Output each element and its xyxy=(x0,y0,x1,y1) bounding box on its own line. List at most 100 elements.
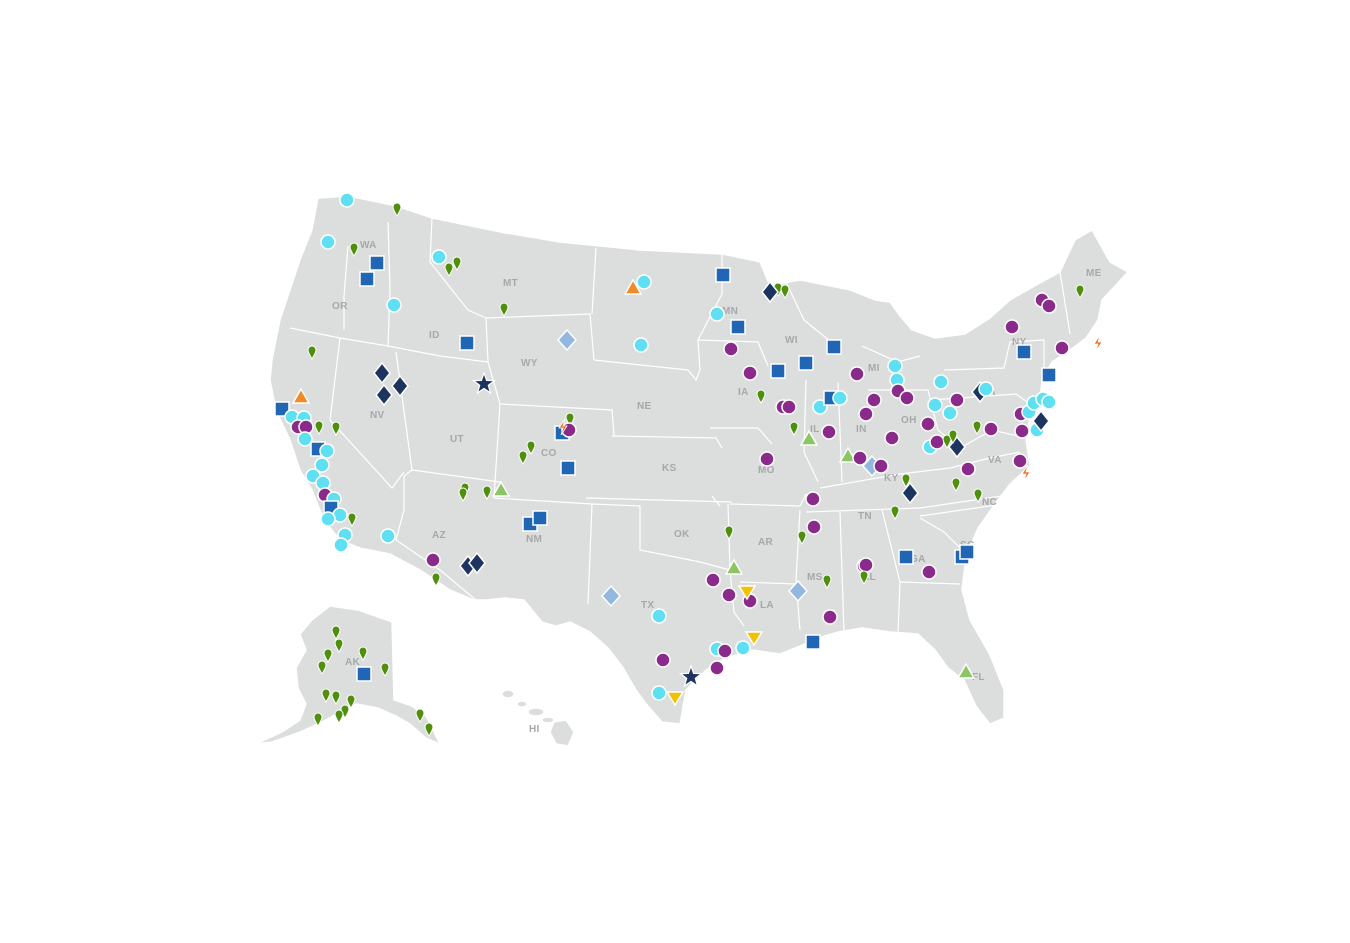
green-pin-marker[interactable] xyxy=(347,512,357,527)
green-pin-marker[interactable] xyxy=(789,421,799,436)
purple-circle-marker[interactable] xyxy=(822,609,838,625)
green-pin-marker[interactable] xyxy=(331,690,341,705)
green-pin-marker[interactable] xyxy=(526,440,536,455)
purple-circle-marker[interactable] xyxy=(849,366,865,382)
cyan-circle-marker[interactable] xyxy=(314,457,330,473)
purple-circle-marker[interactable] xyxy=(781,399,797,415)
cyan-circle-marker[interactable] xyxy=(320,234,336,250)
purple-circle-marker[interactable] xyxy=(884,430,900,446)
cyan-circle-marker[interactable] xyxy=(636,274,652,290)
cyan-circle-marker[interactable] xyxy=(339,192,355,208)
purple-circle-marker[interactable] xyxy=(873,458,889,474)
blue-square-marker[interactable] xyxy=(560,460,576,476)
blue-square-marker[interactable] xyxy=(826,339,842,355)
purple-circle-marker[interactable] xyxy=(805,491,821,507)
blue-square-marker[interactable] xyxy=(798,355,814,371)
green-pin-marker[interactable] xyxy=(331,421,341,436)
cyan-circle-marker[interactable] xyxy=(320,511,336,527)
green-pin-marker[interactable] xyxy=(499,302,509,317)
green-pin-marker[interactable] xyxy=(973,488,983,503)
blue-square-marker[interactable] xyxy=(369,255,385,271)
light-green-triangle-marker[interactable] xyxy=(799,429,819,446)
green-pin-marker[interactable] xyxy=(380,662,390,677)
purple-circle-marker[interactable] xyxy=(960,461,976,477)
cyan-circle-marker[interactable] xyxy=(978,381,994,397)
blue-square-marker[interactable] xyxy=(898,549,914,565)
green-pin-marker[interactable] xyxy=(901,473,911,488)
green-pin-marker[interactable] xyxy=(482,485,492,500)
blue-square-marker[interactable] xyxy=(805,634,821,650)
light-blue-diamond-marker[interactable] xyxy=(600,584,622,608)
green-pin-marker[interactable] xyxy=(1075,284,1085,299)
purple-circle-marker[interactable] xyxy=(852,450,868,466)
green-pin-marker[interactable] xyxy=(822,574,832,589)
purple-circle-marker[interactable] xyxy=(705,572,721,588)
green-pin-marker[interactable] xyxy=(415,708,425,723)
navy-diamond-marker[interactable] xyxy=(468,551,486,575)
light-green-triangle-marker[interactable] xyxy=(491,480,511,497)
green-pin-marker[interactable] xyxy=(331,625,341,640)
blue-square-marker[interactable] xyxy=(730,319,746,335)
cyan-circle-marker[interactable] xyxy=(927,397,943,413)
green-pin-marker[interactable] xyxy=(452,256,462,271)
blue-square-marker[interactable] xyxy=(1041,367,1057,383)
yellow-triangle-marker[interactable] xyxy=(737,585,757,601)
green-pin-marker[interactable] xyxy=(317,660,327,675)
navy-diamond-marker[interactable] xyxy=(391,374,409,398)
purple-circle-marker[interactable] xyxy=(742,365,758,381)
navy-diamond-marker[interactable] xyxy=(373,361,391,385)
cyan-circle-marker[interactable] xyxy=(651,608,667,624)
purple-circle-marker[interactable] xyxy=(717,643,733,659)
purple-circle-marker[interactable] xyxy=(821,424,837,440)
green-pin-marker[interactable] xyxy=(431,572,441,587)
purple-circle-marker[interactable] xyxy=(709,660,725,676)
green-pin-marker[interactable] xyxy=(307,345,317,360)
green-pin-marker[interactable] xyxy=(780,284,790,299)
purple-circle-marker[interactable] xyxy=(425,552,441,568)
navy-diamond-marker[interactable] xyxy=(761,280,779,304)
orange-bolt-marker[interactable] xyxy=(1021,464,1031,482)
blue-square-marker[interactable] xyxy=(532,510,548,526)
blue-square-marker[interactable] xyxy=(356,666,372,682)
cyan-circle-marker[interactable] xyxy=(333,537,349,553)
green-pin-marker[interactable] xyxy=(951,477,961,492)
cyan-circle-marker[interactable] xyxy=(1041,394,1057,410)
blue-square-marker[interactable] xyxy=(959,544,975,560)
cyan-circle-marker[interactable] xyxy=(832,390,848,406)
purple-circle-marker[interactable] xyxy=(723,341,739,357)
purple-circle-marker[interactable] xyxy=(920,416,936,432)
green-pin-marker[interactable] xyxy=(346,694,356,709)
cyan-circle-marker[interactable] xyxy=(386,297,402,313)
green-pin-marker[interactable] xyxy=(444,262,454,277)
green-pin-marker[interactable] xyxy=(349,242,359,257)
blue-square-marker[interactable] xyxy=(770,363,786,379)
cyan-circle-marker[interactable] xyxy=(887,358,903,374)
purple-circle-marker[interactable] xyxy=(921,564,937,580)
green-pin-marker[interactable] xyxy=(948,429,958,444)
cyan-circle-marker[interactable] xyxy=(319,443,335,459)
cyan-circle-marker[interactable] xyxy=(651,685,667,701)
green-pin-marker[interactable] xyxy=(797,530,807,545)
green-pin-marker[interactable] xyxy=(358,646,368,661)
yellow-triangle-marker[interactable] xyxy=(665,691,685,707)
light-blue-diamond-marker[interactable] xyxy=(787,579,809,603)
green-pin-marker[interactable] xyxy=(458,487,468,502)
purple-circle-marker[interactable] xyxy=(1004,319,1020,335)
purple-circle-marker[interactable] xyxy=(806,519,822,535)
blue-square-marker[interactable] xyxy=(274,401,290,417)
green-pin-marker[interactable] xyxy=(313,712,323,727)
light-green-triangle-marker[interactable] xyxy=(838,446,858,463)
cyan-circle-marker[interactable] xyxy=(933,374,949,390)
green-pin-marker[interactable] xyxy=(942,434,952,449)
purple-circle-marker[interactable] xyxy=(866,392,882,408)
orange-triangle-marker[interactable] xyxy=(291,387,311,404)
green-pin-marker[interactable] xyxy=(334,638,344,653)
purple-circle-marker[interactable] xyxy=(983,421,999,437)
purple-circle-marker[interactable] xyxy=(721,587,737,603)
cyan-circle-marker[interactable] xyxy=(380,528,396,544)
purple-circle-marker[interactable] xyxy=(929,434,945,450)
purple-circle-marker[interactable] xyxy=(1054,340,1070,356)
green-pin-marker[interactable] xyxy=(321,688,331,703)
purple-circle-marker[interactable] xyxy=(858,406,874,422)
blue-square-marker[interactable] xyxy=(1016,344,1032,360)
